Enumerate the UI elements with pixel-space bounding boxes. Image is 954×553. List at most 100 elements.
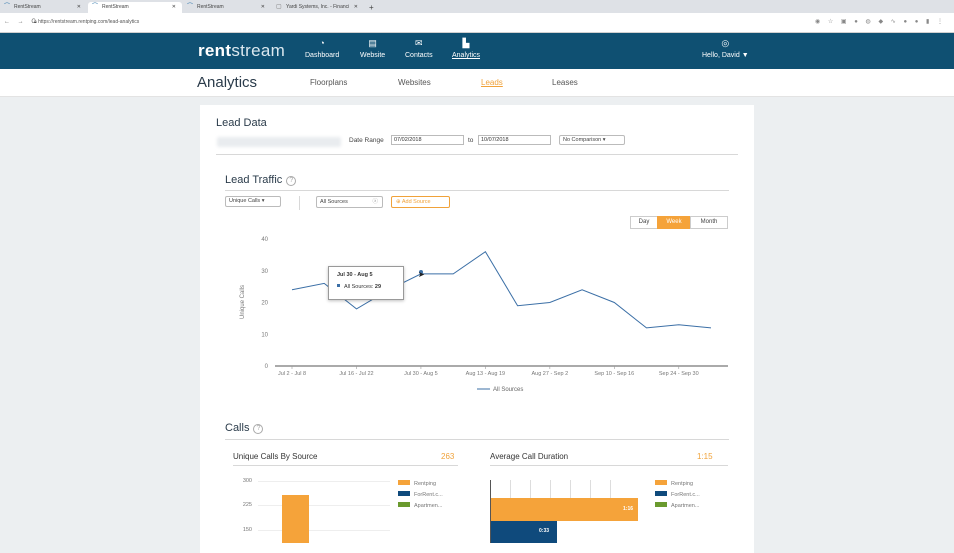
add-source-button[interactable]: ⊕ Add Source — [391, 196, 450, 208]
close-tab-icon[interactable]: ✕ — [353, 4, 358, 10]
divider — [233, 465, 458, 466]
nav-dashboard[interactable]: ◔ Dashboard — [305, 38, 339, 59]
add-circle-icon: ⊕ — [396, 199, 402, 205]
comparison-select[interactable]: No Comparison ▾ — [559, 135, 625, 145]
legend-forrent[interactable]: ForRent.c... — [398, 491, 443, 498]
close-tab-icon[interactable]: ✕ — [260, 4, 265, 10]
tab-leases[interactable]: Leases — [552, 78, 578, 87]
close-tab-icon[interactable]: ✕ — [171, 4, 176, 10]
url-field[interactable]: 🔒︎ https://rentstream.rentping.com/lead-… — [34, 18, 139, 27]
period-month-button[interactable]: Month — [690, 216, 728, 229]
address-bar: ← → C 🔒︎ https://rentstream.rentping.com… — [0, 13, 954, 33]
date-from-input[interactable]: 07/02/2018 — [391, 135, 464, 145]
lead-traffic-heading: Lead Traffic? — [225, 174, 297, 186]
x-tick-label: Sep 10 - Sep 16 — [594, 371, 634, 377]
legend-rentping[interactable]: Rentping — [398, 480, 436, 487]
gridline — [258, 481, 390, 482]
data-point[interactable] — [611, 300, 617, 306]
legend-apartments[interactable]: Apartmen... — [655, 502, 699, 509]
legend-forrent[interactable]: ForRent.c... — [655, 491, 700, 498]
y-tick-label: 40 — [261, 237, 268, 243]
unique-calls-title: Unique Calls By Source — [233, 452, 318, 461]
browser-tab-bar: ⌒ RentStream ✕ ⌒ RentStream ✕ ⌒ RentStream ✕ ▢… — [0, 0, 954, 13]
date-to-label: to — [468, 137, 474, 144]
hover-point — [419, 270, 423, 274]
y-axis-label: Unique Calls — [240, 285, 246, 319]
period-week-button[interactable]: Week — [657, 216, 691, 229]
legend-label[interactable]: All Sources — [493, 387, 523, 393]
rentping-duration-bar[interactable] — [491, 498, 638, 521]
y-tick-label: 30 — [261, 269, 268, 275]
gridline — [570, 480, 571, 498]
y-tick-label: 150 — [242, 527, 252, 533]
data-point[interactable] — [644, 325, 650, 331]
data-point[interactable] — [482, 249, 488, 255]
series-marker-icon — [337, 284, 340, 287]
browser-tab[interactable]: ⌒ RentStream ✕ — [0, 2, 87, 13]
forrent-duration-bar[interactable] — [491, 521, 557, 543]
chevron-down-icon: ▾ — [260, 198, 265, 204]
legend-swatch — [398, 491, 410, 496]
x-tick-label: Jul 16 - Jul 22 — [339, 371, 373, 377]
user-greeting: Hello, David — [702, 52, 740, 59]
tab-websites[interactable]: Websites — [398, 78, 431, 87]
bar-value-label: 1:16 — [623, 506, 634, 512]
browser-tab[interactable]: ⌒ RentStream ✕ — [183, 2, 271, 13]
legend-label: Apartmen... — [414, 503, 443, 509]
x-tick-label: Jul 30 - Aug 5 — [404, 371, 438, 377]
new-tab-icon[interactable]: + — [369, 3, 374, 12]
unique-calls-value: 263 — [441, 452, 455, 461]
user-menu[interactable]: ◎ Hello, David ▼ — [702, 38, 749, 59]
tab-label: RentStream — [197, 4, 224, 10]
series-line — [291, 250, 712, 329]
tab-floorplans[interactable]: Floorplans — [310, 78, 348, 87]
extension-icons[interactable]: ◉ ☆ ▣ ● ◍ ◆ ∿ ● ● ▮ ⋮ — [814, 19, 946, 25]
clear-source-icon[interactable]: ⓧ — [372, 199, 378, 205]
property-selector[interactable] — [217, 137, 341, 147]
rentstream-logo[interactable]: rentstream — [198, 41, 285, 61]
date-to-input[interactable]: 10/07/2018 — [478, 135, 551, 145]
data-point[interactable] — [708, 325, 714, 331]
browser-tab[interactable]: ▢ Yardi Systems, Inc. - Financi ✕ — [272, 2, 364, 13]
divider — [225, 439, 729, 440]
y-tick-label: 10 — [261, 332, 268, 338]
source-chip[interactable]: All Sources ⓧ — [316, 196, 383, 208]
x-tick-label: Jul 2 - Jul 8 — [278, 371, 306, 377]
legend-swatch — [655, 502, 667, 507]
nav-contacts[interactable]: ✉ Contacts — [405, 38, 433, 59]
rentping-bar[interactable] — [282, 495, 309, 543]
browser-nav-icons[interactable]: ← → C — [4, 19, 39, 25]
legend-label: ForRent.c... — [671, 492, 700, 498]
legend-apartments[interactable]: Apartmen... — [398, 502, 442, 509]
source-value: All Sources — [320, 199, 348, 205]
add-source-label: Add Source — [401, 199, 431, 205]
y-tick-label: 300 — [242, 478, 252, 484]
help-icon[interactable]: ? — [286, 176, 297, 186]
help-icon[interactable]: ? — [253, 424, 264, 434]
nav-analytics[interactable]: ▙ Analytics — [452, 38, 480, 59]
gridline — [610, 480, 611, 498]
data-point[interactable] — [579, 287, 585, 293]
data-point[interactable] — [353, 306, 359, 312]
gridline — [550, 480, 551, 498]
data-point[interactable] — [547, 300, 553, 306]
data-point[interactable] — [321, 280, 327, 286]
divider — [299, 196, 300, 210]
data-point[interactable] — [676, 322, 682, 328]
legend-rentping[interactable]: Rentping — [655, 480, 693, 487]
cursor-icon: ➤ — [418, 270, 425, 279]
divider — [490, 465, 728, 466]
nav-website[interactable]: ▤ Website — [360, 38, 385, 59]
y-tick-label: 0 — [265, 364, 269, 370]
metric-select[interactable]: Unique Calls ▾ — [225, 196, 281, 207]
data-point[interactable] — [450, 271, 456, 277]
close-tab-icon[interactable]: ✕ — [76, 4, 81, 10]
data-point[interactable] — [515, 303, 521, 309]
data-point[interactable] — [289, 287, 295, 293]
tab-leads[interactable]: Leads — [481, 78, 503, 87]
dashboard-icon: ◔ — [319, 38, 325, 48]
x-tick-label: Aug 13 - Aug 19 — [466, 371, 505, 377]
browser-tab-active[interactable]: ⌒ RentStream ✕ — [88, 2, 182, 13]
y-tick-label: 225 — [242, 502, 252, 508]
